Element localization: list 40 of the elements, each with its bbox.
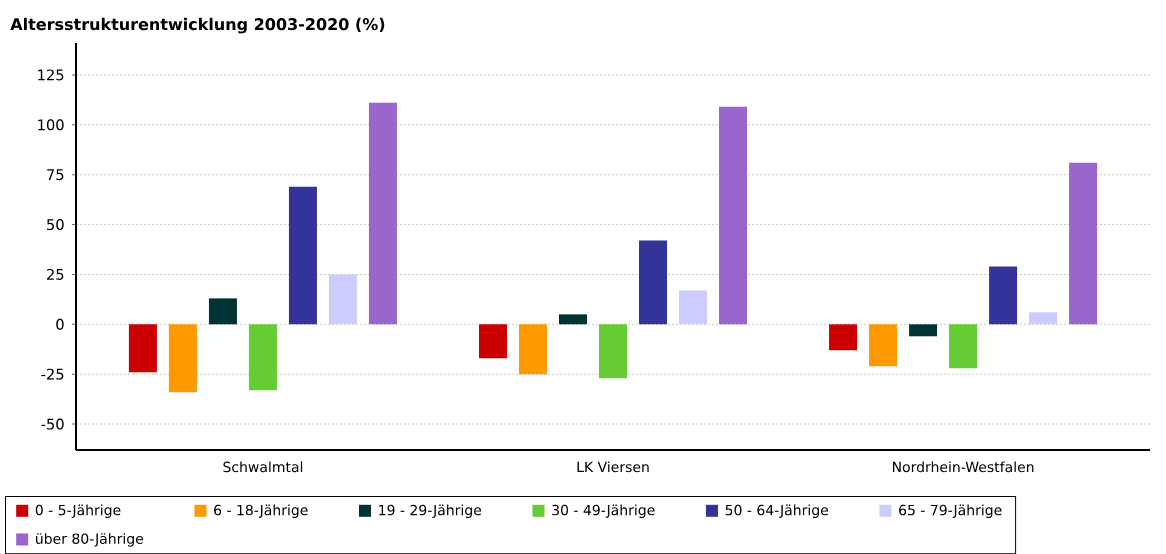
x-tick-label: Schwalmtal — [223, 461, 303, 473]
bar — [128, 324, 157, 373]
y-tick-label: -25 — [41, 368, 64, 380]
bar — [829, 324, 858, 351]
y-tick-label: 75 — [47, 169, 64, 181]
legend-label: 19 - 29-Jährige — [379, 504, 482, 519]
bar — [719, 106, 748, 325]
legend-label: 65 - 79-Jährige — [899, 504, 1002, 519]
bar — [478, 324, 507, 359]
bar — [208, 298, 237, 325]
bar — [1069, 162, 1098, 325]
legend-label: 30 - 49-Jährige — [552, 504, 655, 519]
bar — [989, 266, 1018, 325]
bar — [248, 324, 277, 391]
chart-title: Altersstrukturentwicklung 2003-2020 (%) — [10, 17, 385, 34]
y-tick-label: -50 — [41, 418, 64, 430]
y-tick-label: 50 — [47, 219, 64, 231]
y-tick-label: 125 — [38, 69, 64, 81]
y-tick-label: 25 — [47, 268, 64, 280]
bar — [518, 324, 547, 375]
bar — [949, 324, 978, 369]
bar — [368, 102, 397, 325]
x-tick-label: LK Viersen — [577, 461, 649, 473]
bar — [909, 324, 938, 337]
legend-label: 0 - 5-Jährige — [35, 504, 121, 519]
bar — [599, 324, 628, 379]
x-tick-label: Nordrhein-Westfalen — [892, 461, 1034, 473]
y-tick-label: 0 — [56, 318, 64, 330]
legend-label: über 80-Jährige — [36, 533, 144, 547]
legend-label: 50 - 64-Jährige — [725, 504, 829, 519]
bar — [869, 324, 898, 367]
bar — [288, 186, 317, 325]
bar — [168, 324, 197, 393]
y-tick-label: 100 — [38, 119, 64, 131]
bar — [639, 240, 668, 325]
bar — [1029, 312, 1058, 325]
bar — [559, 314, 587, 325]
legend-label: 6 - 18-Jährige — [214, 504, 308, 519]
bar — [328, 274, 357, 325]
bar — [679, 290, 708, 325]
